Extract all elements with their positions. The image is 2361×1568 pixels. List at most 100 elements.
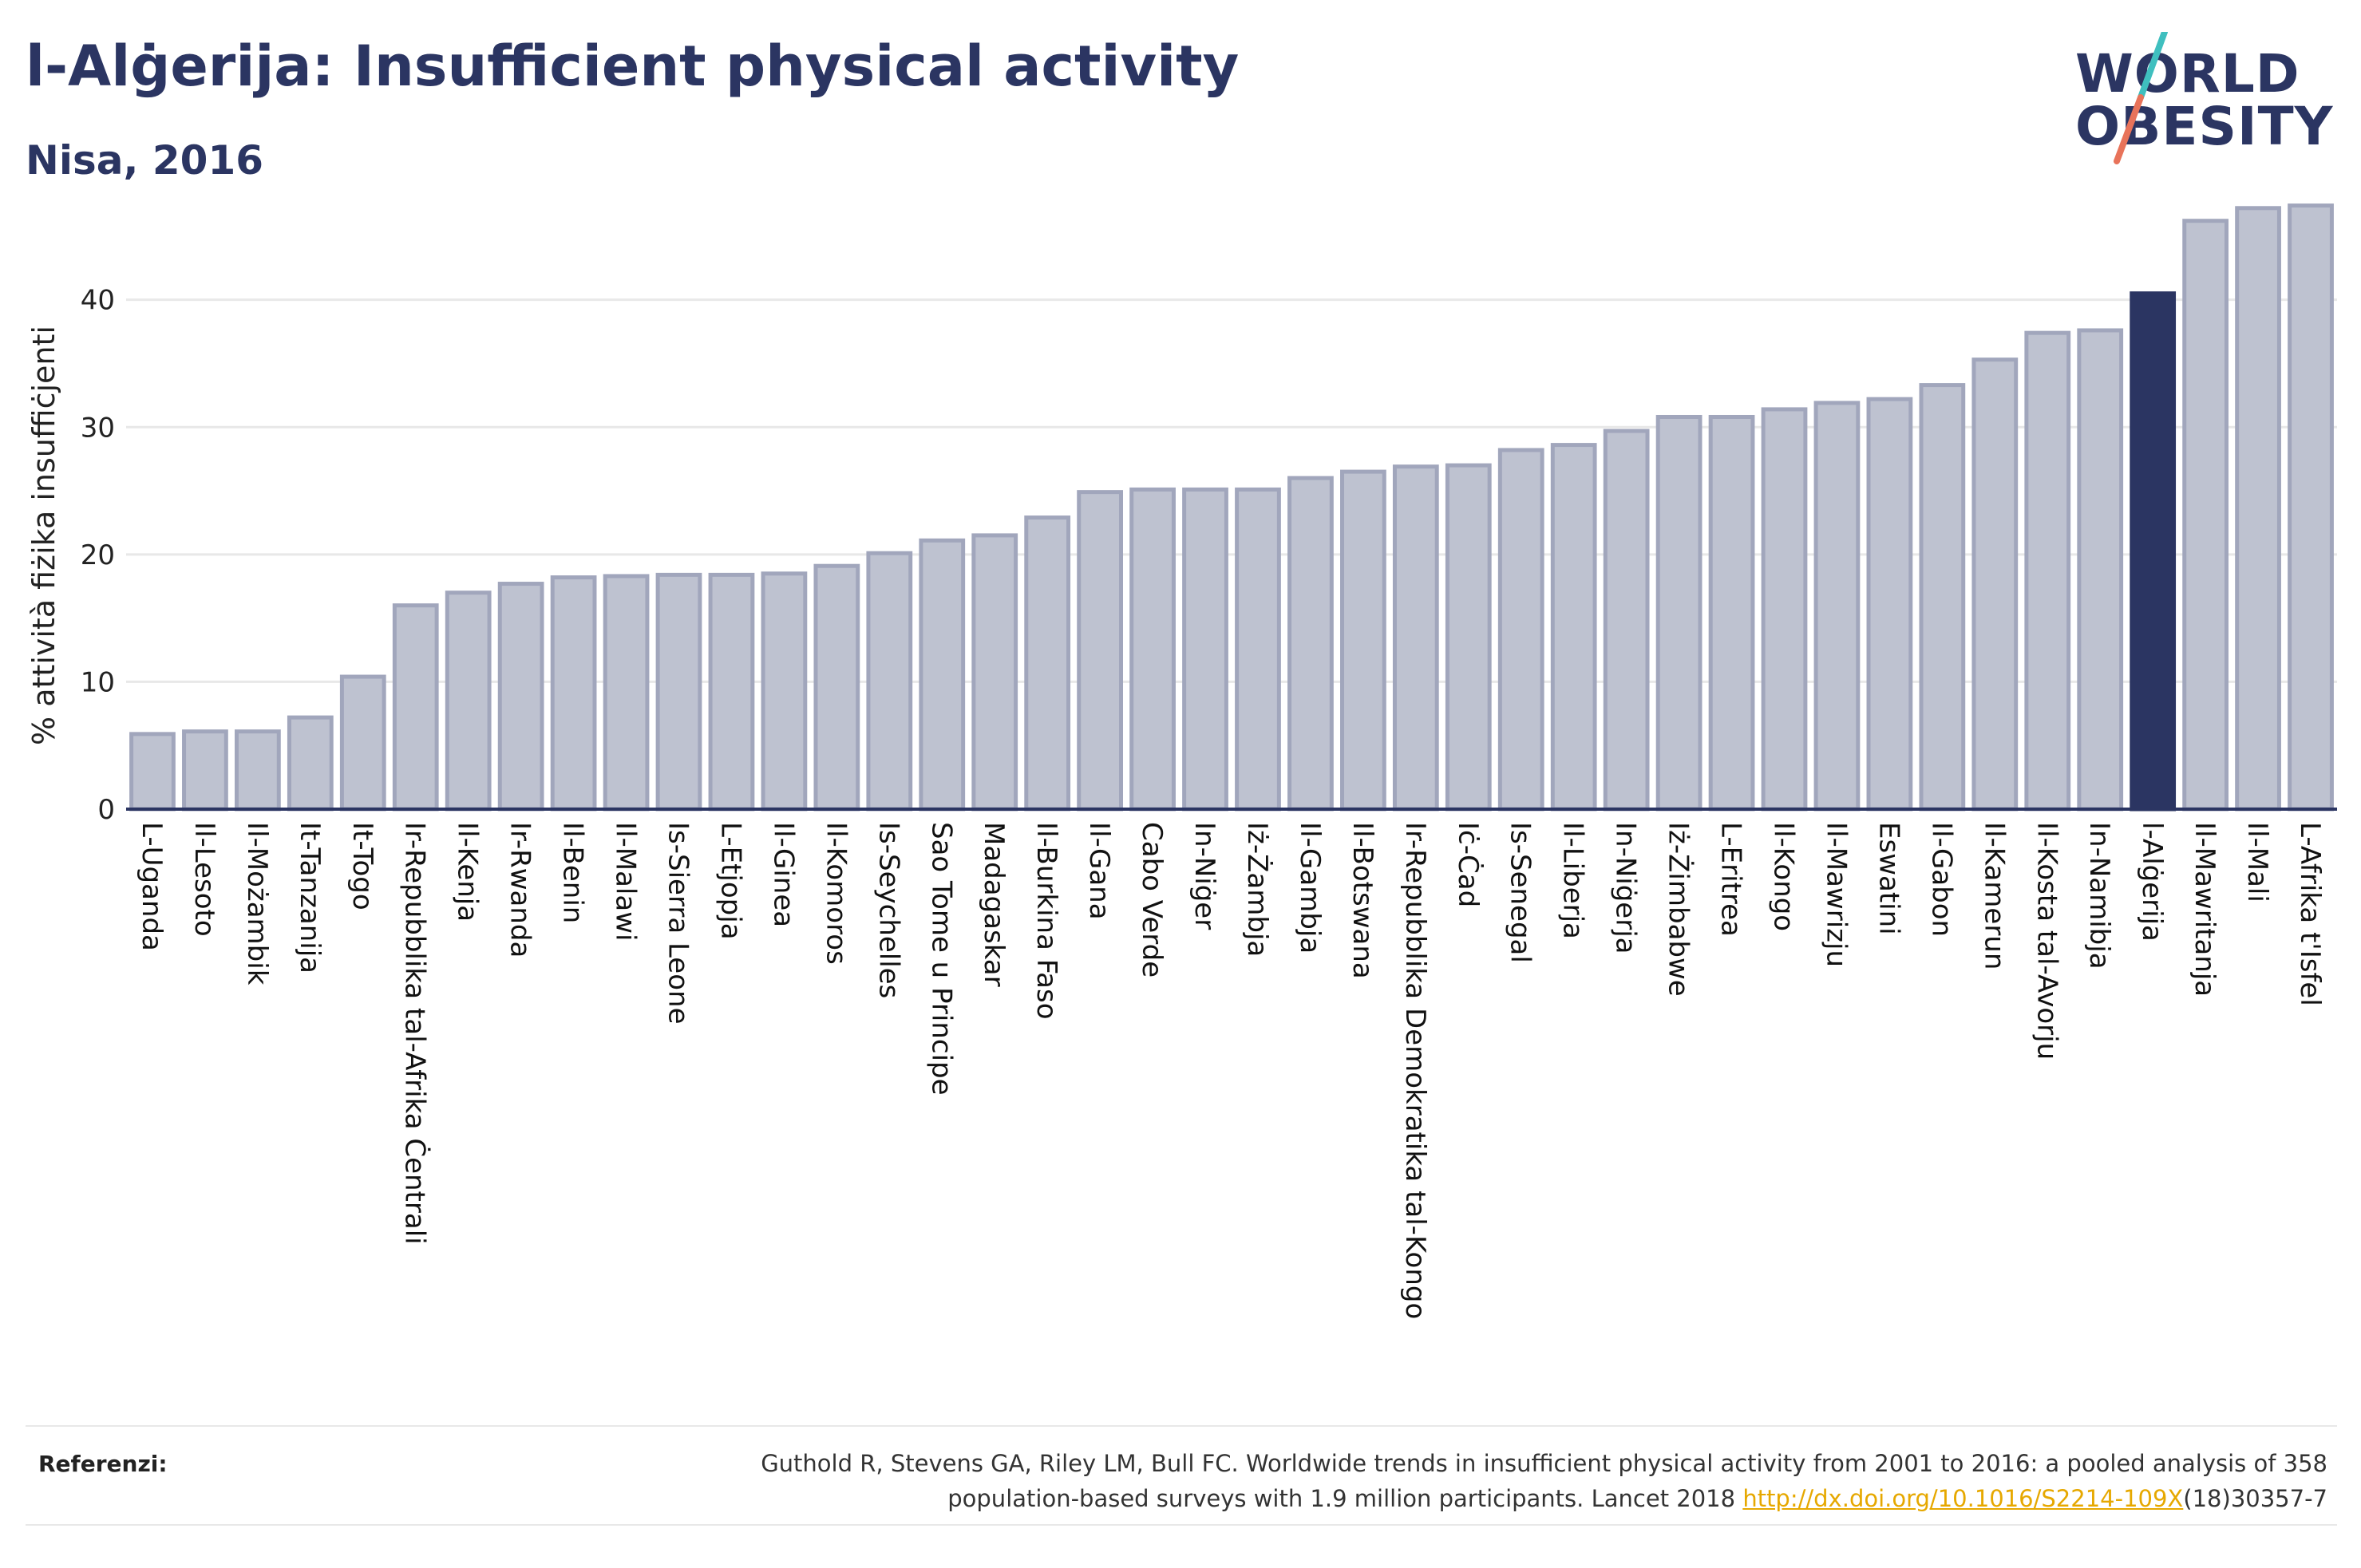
bar: [2077, 328, 2124, 812]
x-tick-label: Il-Gambja: [1294, 822, 1326, 954]
bar: [2130, 291, 2177, 812]
logo-text-world: WORLD: [2075, 43, 2300, 105]
references-text: Guthold R, Stevens GA, Riley LM, Bull FC…: [492, 1446, 2327, 1516]
bar: [1024, 515, 1071, 812]
bar: [1497, 448, 1544, 812]
bar: [708, 572, 755, 812]
bar: [2235, 206, 2281, 812]
x-tick-label: Il-Możambik: [241, 822, 273, 985]
y-tick-label: 40: [81, 285, 115, 317]
bar: [1708, 414, 1755, 812]
bar: [603, 574, 650, 812]
bar: [655, 572, 702, 812]
x-tick-label: Il-Ginea: [767, 822, 799, 927]
x-tick-label: Sao Tome u Principe: [925, 822, 957, 1096]
x-tick-label: Il-Benin: [557, 822, 589, 923]
bar: [971, 533, 1018, 812]
bar: [392, 603, 439, 812]
x-tick-label: Is-Senegal: [1505, 822, 1536, 963]
x-tick-label: Iż-Żambja: [1241, 822, 1273, 957]
bar: [2288, 203, 2334, 812]
bar: [1287, 476, 1334, 812]
x-tick-label: Ir-Repubblika Demokratika tal-Kongo: [1399, 822, 1431, 1319]
x-tick-label: Il-Burkina Faso: [1030, 822, 1062, 1020]
x-tick-label: L-Afrika t'Isfel: [2294, 822, 2326, 1006]
x-tick-label: L-Eritrea: [1715, 822, 1747, 937]
x-tick-label: Eswatini: [1873, 822, 1904, 935]
x-tick-label: Cabo Verde: [1136, 822, 1168, 978]
bar: [1182, 487, 1228, 812]
x-tick-label: L-Uganda: [136, 822, 168, 951]
divider-bottom: [26, 1524, 2337, 1526]
x-tick-label: It-Togo: [346, 822, 378, 910]
x-tick-label: In-Namibja: [2083, 822, 2115, 970]
bar: [761, 571, 808, 812]
bar: [1813, 401, 1861, 812]
bar: [182, 729, 228, 812]
x-tick-label: Madagaskar: [978, 822, 1010, 987]
x-tick-label: Ir-Rwanda: [504, 822, 536, 958]
bar: [235, 729, 281, 812]
x-tick-label: It-Tanzanija: [294, 822, 326, 974]
x-tick-label: Il-Mali: [2241, 822, 2273, 902]
bar: [1235, 487, 1281, 812]
x-tick-label: Il-Kamerun: [1978, 822, 2010, 970]
reference-line-2: population-based surveys with 1.9 millio…: [947, 1485, 1743, 1512]
world-obesity-logo[interactable]: WORLD OBESITY: [2075, 32, 2347, 168]
bar: [1971, 357, 2019, 812]
x-tick-label: Il-Komoros: [820, 822, 852, 965]
bar: [497, 582, 544, 812]
logo-text-obesity: OBESITY: [2075, 96, 2334, 157]
bar: [1655, 414, 1703, 812]
x-tick-label: Il-Liberja: [1557, 822, 1589, 939]
bar: [550, 575, 597, 812]
y-tick-label: 30: [81, 412, 115, 444]
x-tick-label: Il-Kongo: [1768, 822, 1800, 931]
divider-top: [26, 1425, 2337, 1427]
x-tick-label: Il-Gabon: [1925, 822, 1957, 937]
x-tick-label: Il-Malawi: [610, 822, 642, 941]
y-axis-label: % attività fiżika insuffiċjenti: [26, 326, 61, 745]
bar: [1340, 469, 1386, 812]
bar: [445, 590, 492, 812]
bar: [1919, 383, 1966, 812]
bar: [1077, 490, 1123, 812]
bar: [866, 551, 913, 812]
chart-subtitle: Nisa, 2016: [26, 137, 264, 184]
reference-doi-link[interactable]: http://dx.doi.org/10.1016/S2214-109X: [1742, 1485, 2184, 1512]
reference-line-2-end: (18)30357-7: [2183, 1485, 2327, 1512]
bar: [1445, 463, 1492, 812]
x-tick-label: Il-Kosta tal-Avorju: [2031, 822, 2062, 1060]
x-tick-label: Il-Gana: [1083, 822, 1115, 920]
x-tick-label: Il-Lesoto: [188, 822, 220, 937]
bar: [813, 563, 860, 812]
bar: [287, 715, 334, 812]
bar: [1603, 429, 1650, 812]
x-tick-label: Is-Seychelles: [872, 822, 904, 998]
x-tick-label: Il-Mawrizju: [1820, 822, 1852, 967]
bar: [129, 732, 176, 812]
bar: [2024, 330, 2071, 812]
x-tick-label: Iż-Żimbabwe: [1663, 822, 1695, 997]
bar: [1129, 487, 1176, 812]
references-label: Referenzi:: [38, 1451, 168, 1477]
bar: [1550, 443, 1597, 812]
reference-line-1: Guthold R, Stevens GA, Riley LM, Bull FC…: [761, 1450, 2327, 1477]
y-tick-label: 0: [97, 794, 115, 826]
bar-chart: 0 10 20 30 40 % attività fiżika insuffiċjenti…: [26, 203, 2337, 1319]
logo-slash-icon: [2114, 32, 2168, 164]
y-tick-label: 20: [81, 539, 115, 571]
bar: [1761, 407, 1808, 812]
bar: [919, 538, 966, 812]
x-tick-label: L-Etjopja: [714, 822, 746, 940]
x-tick-label: In-Niġer: [1188, 822, 1220, 930]
x-tick-label: l-Alġerija: [2136, 822, 2168, 942]
bar: [1392, 464, 1439, 812]
y-tick-label: 10: [81, 666, 115, 698]
x-tick-label: Iċ-Ċad: [1452, 822, 1485, 907]
bar: [2182, 219, 2229, 812]
x-tick-label: Ir-Repubblika tal-Afrika Ċentrali: [399, 822, 432, 1245]
x-tick-label: Is-Sierra Leone: [662, 822, 694, 1025]
bar: [1866, 397, 1913, 812]
x-tick-label: In-Niġerja: [1610, 822, 1642, 954]
